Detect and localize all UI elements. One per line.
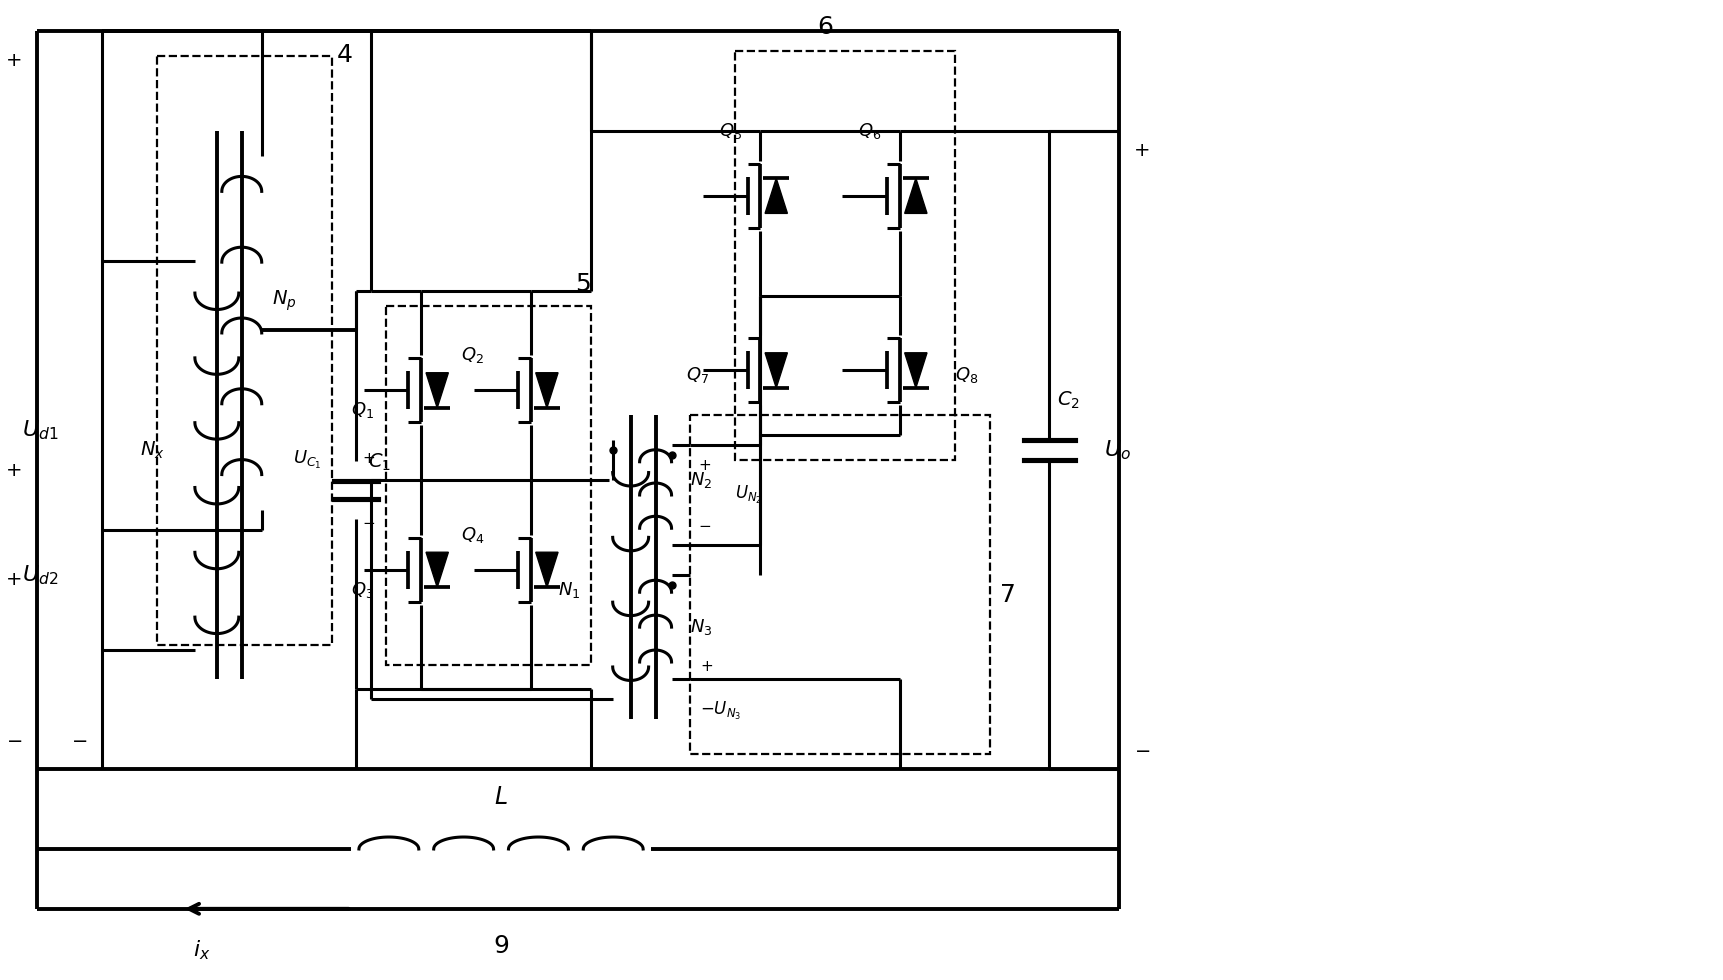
Text: $-$: $-$ <box>7 730 22 750</box>
Text: $Q_5$: $Q_5$ <box>718 121 741 141</box>
Polygon shape <box>765 353 787 388</box>
Text: $L$: $L$ <box>495 785 508 809</box>
Bar <box>157 56 331 645</box>
Text: $Q_6$: $Q_6$ <box>858 121 880 141</box>
Text: 9: 9 <box>493 934 508 957</box>
Text: 7: 7 <box>999 583 1015 607</box>
Text: 5: 5 <box>575 271 591 296</box>
Text: +: + <box>5 570 22 589</box>
Text: $N_p$: $N_p$ <box>272 288 296 313</box>
Polygon shape <box>765 178 787 214</box>
Polygon shape <box>426 552 448 587</box>
Text: +: + <box>1134 141 1149 160</box>
Text: $U_o$: $U_o$ <box>1104 438 1130 462</box>
Text: $Q_3$: $Q_3$ <box>351 580 374 600</box>
Text: $-$: $-$ <box>698 517 712 532</box>
Bar <box>386 306 591 664</box>
Text: +: + <box>698 458 712 472</box>
Polygon shape <box>905 353 927 388</box>
Text: $-U_{N_3}$: $-U_{N_3}$ <box>700 700 741 721</box>
Text: $Q_4$: $Q_4$ <box>460 525 484 545</box>
Text: $U_{N_2}$: $U_{N_2}$ <box>736 484 762 506</box>
Text: $i_x$: $i_x$ <box>193 939 210 962</box>
Text: $U_{d2}$: $U_{d2}$ <box>22 563 59 587</box>
Polygon shape <box>536 552 558 587</box>
Text: $C_2$: $C_2$ <box>1056 390 1080 411</box>
Bar <box>691 416 989 755</box>
Text: $Q_1$: $Q_1$ <box>351 400 374 420</box>
Text: +: + <box>700 660 713 674</box>
Polygon shape <box>536 372 558 408</box>
Text: $N_2$: $N_2$ <box>691 470 712 490</box>
Text: $C_1$: $C_1$ <box>369 452 391 472</box>
Text: $N_x$: $N_x$ <box>140 439 164 461</box>
Text: +: + <box>362 451 376 465</box>
Bar <box>736 51 955 460</box>
Text: 4: 4 <box>336 43 351 68</box>
Text: +: + <box>5 461 22 479</box>
Text: $Q_2$: $Q_2$ <box>460 345 484 366</box>
Text: $-$: $-$ <box>71 730 88 750</box>
Text: $N_3$: $N_3$ <box>691 617 713 637</box>
Text: $U_{C_1}$: $U_{C_1}$ <box>293 449 322 471</box>
Text: 6: 6 <box>817 16 832 39</box>
Text: +: + <box>5 51 22 71</box>
Text: $Q_7$: $Q_7$ <box>686 366 708 385</box>
Polygon shape <box>426 372 448 408</box>
Text: $N_1$: $N_1$ <box>558 580 581 600</box>
Text: $-$: $-$ <box>1134 740 1149 760</box>
Polygon shape <box>905 178 927 214</box>
Text: $Q_8$: $Q_8$ <box>955 366 977 385</box>
Text: $U_{d1}$: $U_{d1}$ <box>22 418 59 442</box>
Text: $-$: $-$ <box>362 514 376 529</box>
